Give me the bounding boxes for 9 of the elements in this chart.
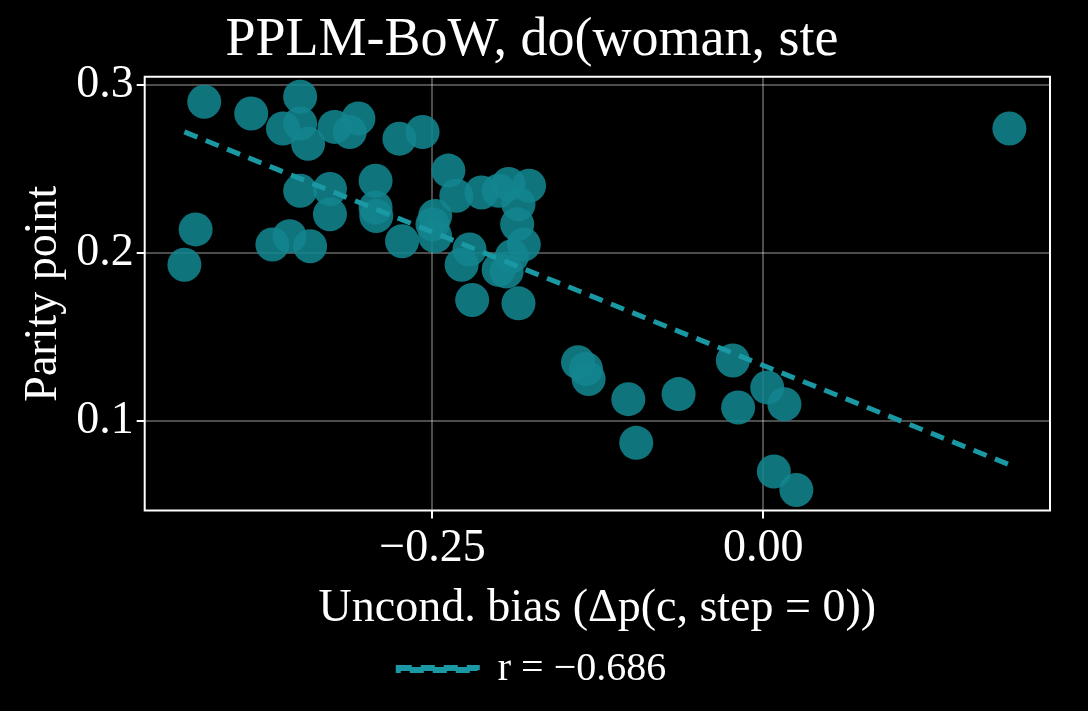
y-tick-label: 0.2 <box>76 224 134 276</box>
chart-title: PPLM-BoW, do(woman, ste <box>225 6 839 67</box>
x-tick-label: −0.25 <box>379 520 486 572</box>
y-tick-label: 0.1 <box>76 392 134 444</box>
y-axis-title: Parity point <box>14 185 66 402</box>
legend-label: r = −0.686 <box>497 643 667 689</box>
y-tick-label: 0.3 <box>76 55 134 107</box>
x-axis-title: Uncond. bias (Δp(c, step = 0)) <box>318 580 877 632</box>
x-tick-label: 0.00 <box>723 520 804 572</box>
